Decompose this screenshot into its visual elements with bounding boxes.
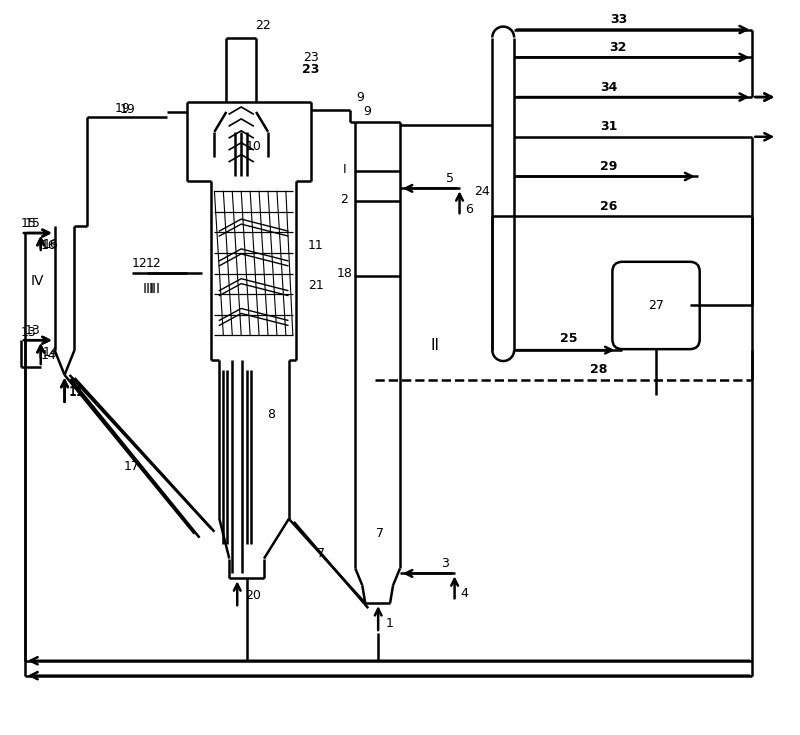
Text: 2: 2 [341,193,348,206]
Text: 21: 21 [308,279,323,292]
Text: 25: 25 [560,331,578,345]
Text: 3: 3 [441,557,449,570]
Text: 18: 18 [337,268,352,280]
Text: 19: 19 [119,104,135,116]
Text: 33: 33 [610,13,627,26]
Text: 16: 16 [41,240,57,252]
Text: 11: 11 [69,385,84,398]
Text: 11: 11 [308,240,323,252]
Text: 8: 8 [267,408,275,421]
Text: 10: 10 [245,140,261,153]
Text: 4: 4 [461,587,469,600]
Text: 12: 12 [132,257,148,270]
Text: 13: 13 [25,324,41,337]
Text: IV: IV [31,273,45,287]
Text: 1: 1 [386,617,394,630]
Text: 23: 23 [303,51,318,64]
Text: 32: 32 [610,41,627,54]
Text: 22: 22 [255,19,271,32]
Text: 15: 15 [21,217,37,229]
Text: 31: 31 [600,121,617,133]
Text: 11: 11 [69,387,84,399]
Text: III: III [149,282,161,295]
Text: 15: 15 [25,217,41,229]
Text: 9: 9 [356,90,364,104]
Text: 28: 28 [590,364,607,376]
Text: 19: 19 [114,102,130,115]
Text: 26: 26 [600,200,617,212]
Text: II: II [430,337,439,353]
Text: 16: 16 [42,238,58,251]
Text: 7: 7 [376,527,384,540]
Text: I: I [342,163,346,176]
Text: 12: 12 [146,257,162,270]
Text: 20: 20 [245,589,261,602]
Text: 24: 24 [474,184,490,198]
Text: 14: 14 [41,348,57,362]
Text: 7: 7 [317,547,325,560]
Text: 17: 17 [124,460,140,473]
Text: 6: 6 [466,203,474,215]
Text: 14: 14 [42,345,58,359]
Text: 27: 27 [648,299,664,312]
Text: 9: 9 [363,105,371,118]
Text: III: III [143,282,155,295]
Text: 23: 23 [302,62,319,76]
Text: 29: 29 [600,160,617,173]
Text: 13: 13 [21,326,37,339]
Text: 34: 34 [600,81,617,93]
Text: 5: 5 [446,172,454,185]
